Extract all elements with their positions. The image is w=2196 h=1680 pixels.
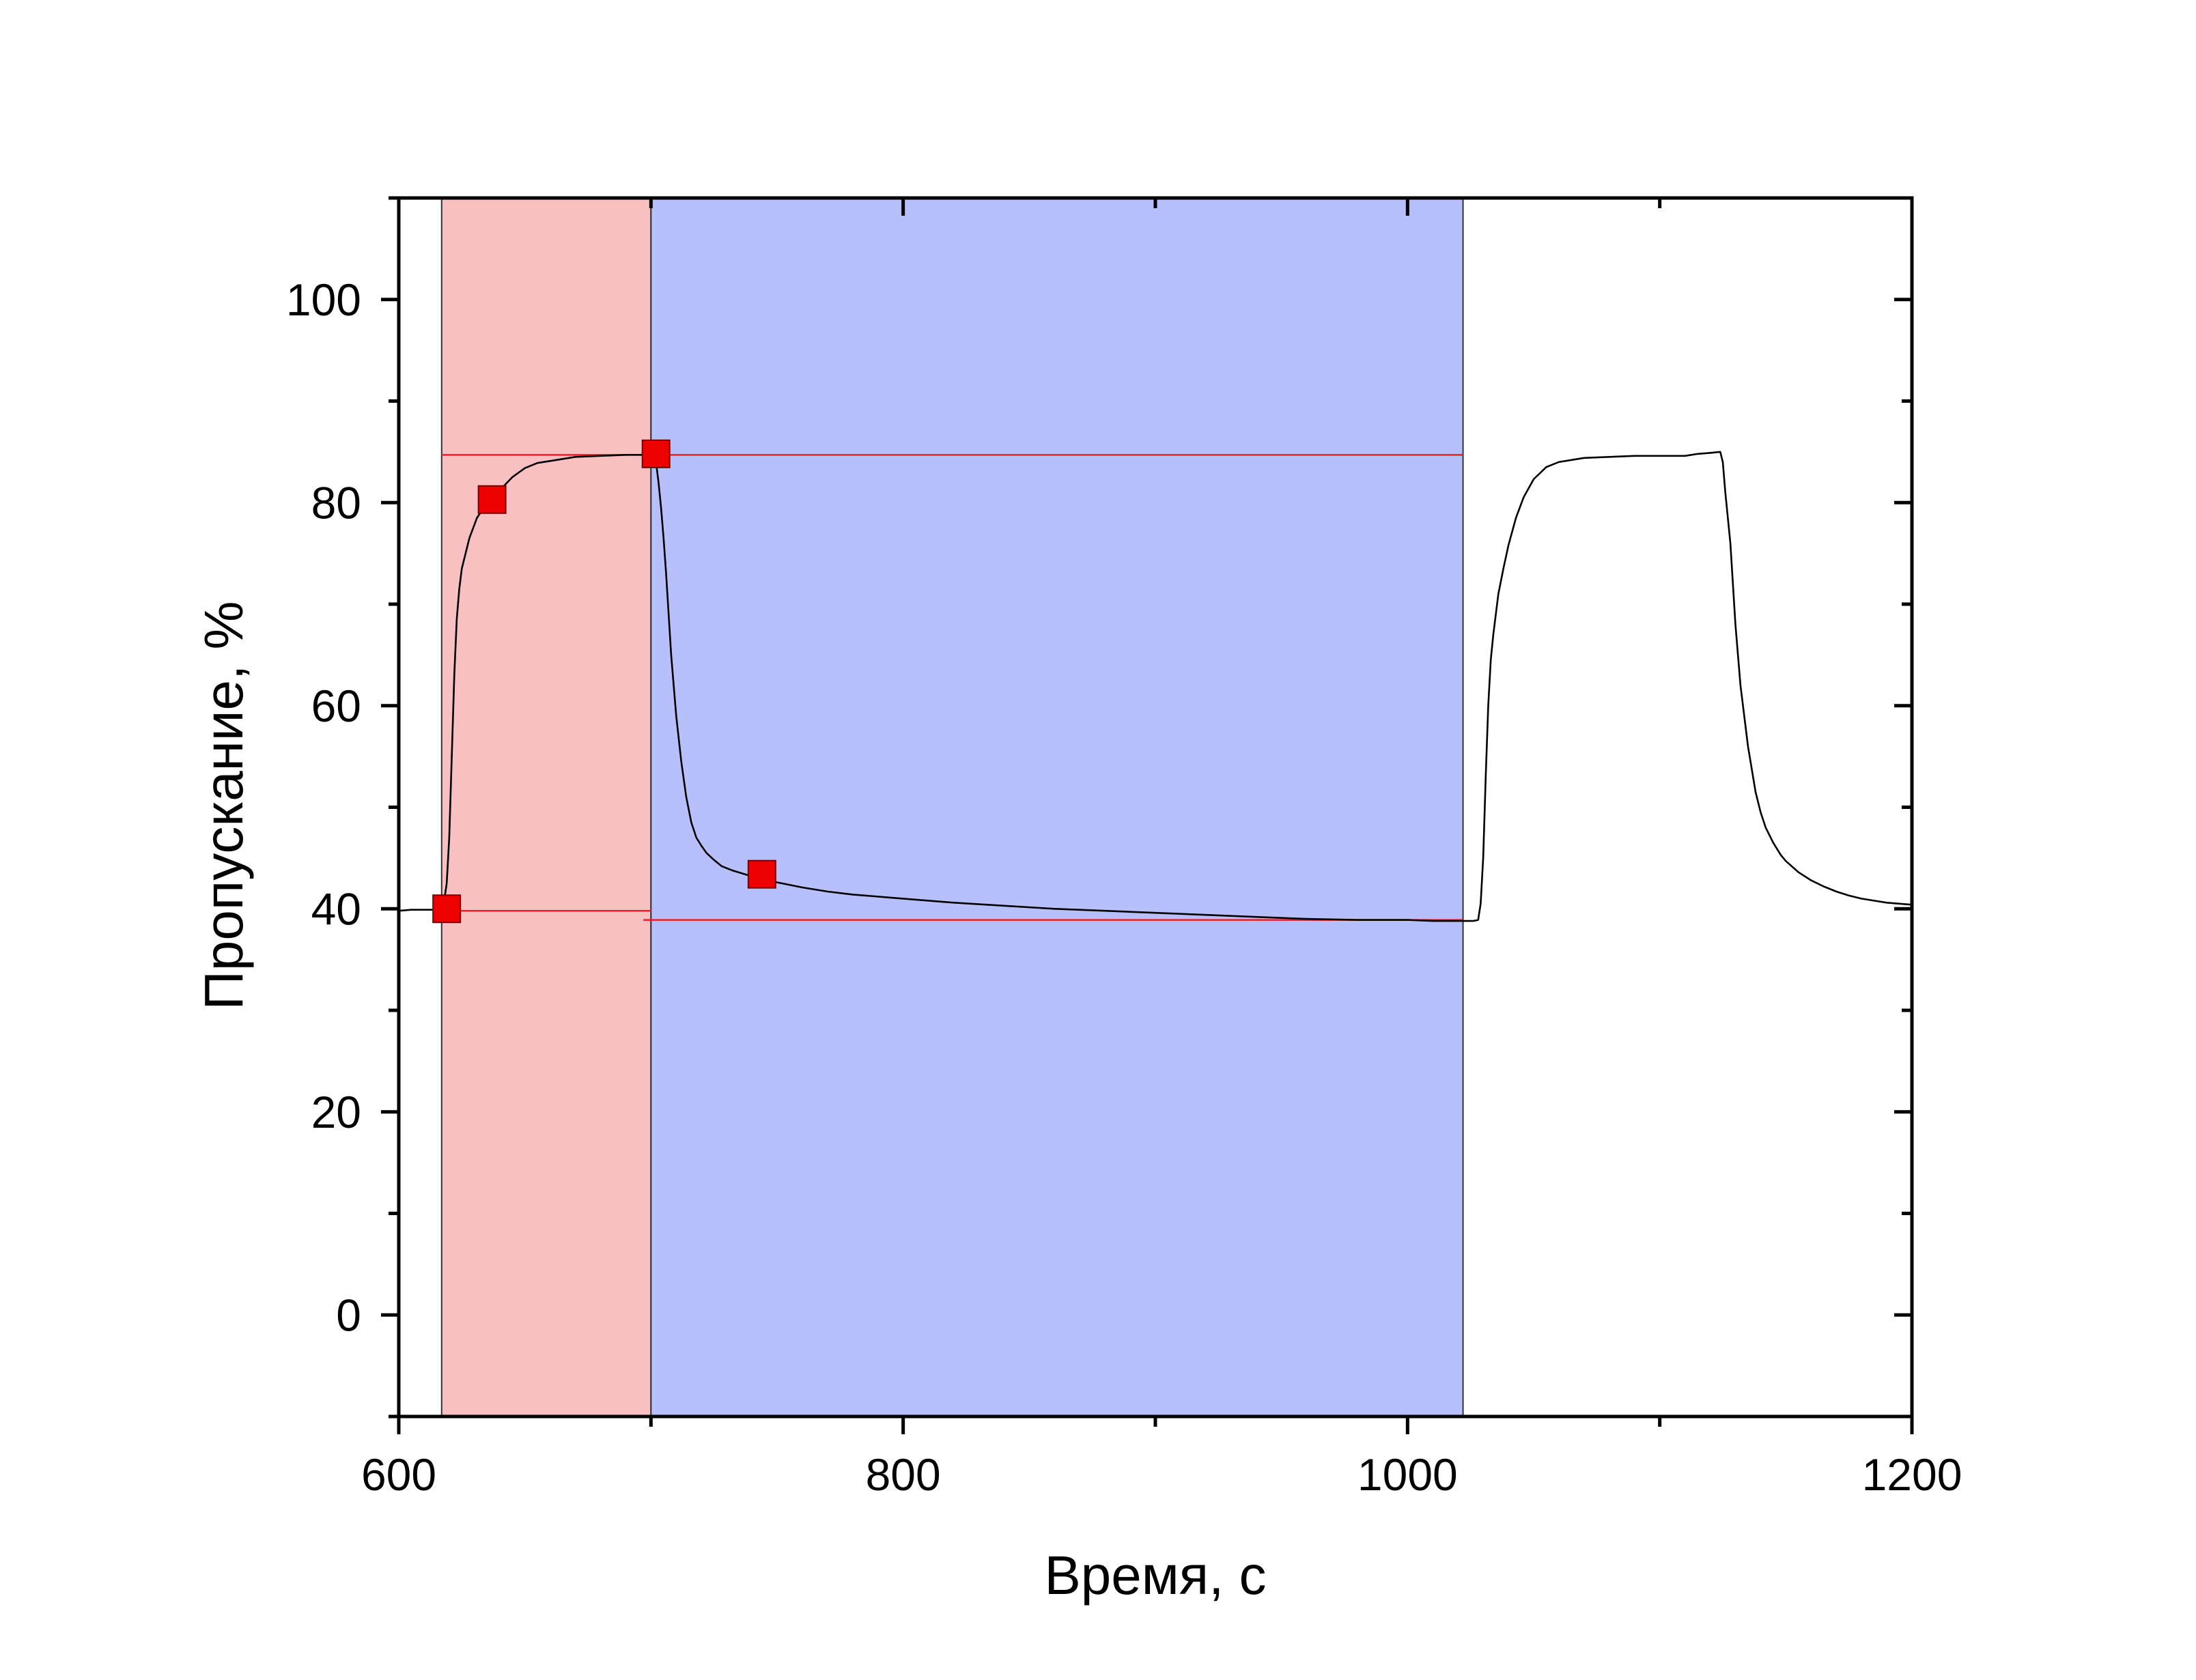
y-tick-label: 60 [311, 681, 361, 731]
y-tick-labels: 0 20 40 60 80 100 [286, 274, 361, 1341]
data-marker-1 [477, 485, 507, 514]
shaded-region-0 [440, 197, 652, 1417]
data-marker-0 [432, 894, 462, 924]
y-tick-label: 100 [286, 274, 361, 325]
data-marker-3 [747, 859, 776, 889]
y-tick-label: 0 [336, 1290, 361, 1340]
ticks [381, 196, 1914, 1434]
shaded-regions [440, 197, 1464, 1417]
x-axis-title: Время, с [1044, 1545, 1266, 1606]
y-axis-title: Пропускание, % [193, 601, 254, 1010]
x-tick-label: 600 [361, 1449, 436, 1500]
x-tick-labels: 600 800 1000 1200 [361, 1449, 1962, 1500]
x-tick-label: 1200 [1862, 1449, 1962, 1500]
shaded-region-1 [650, 197, 1464, 1417]
y-tick-label: 20 [311, 1087, 361, 1137]
series-group [398, 451, 1913, 922]
y-tick-label: 80 [311, 477, 361, 528]
x-tick-label: 800 [866, 1449, 941, 1500]
series-line-0 [398, 451, 1913, 922]
y-tick-label: 40 [311, 883, 361, 934]
data-marker-2 [641, 439, 671, 468]
markers-group [432, 439, 776, 924]
x-tick-label: 1000 [1357, 1449, 1458, 1500]
